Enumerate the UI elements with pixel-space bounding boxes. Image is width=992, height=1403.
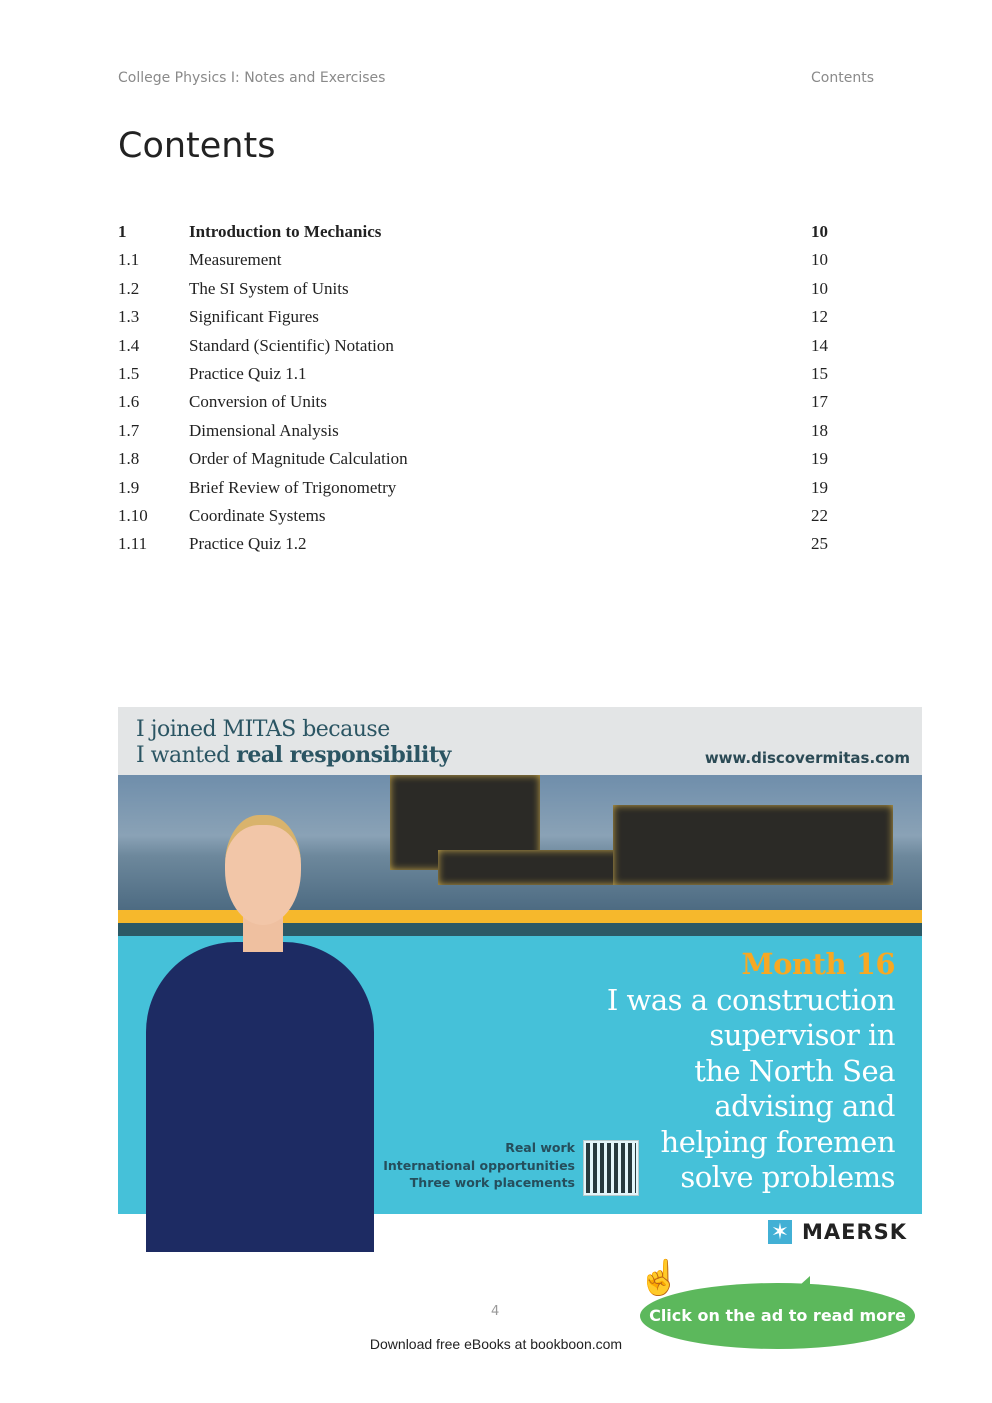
toc-entry[interactable]: 1.11 Practice Quiz 1.2 25: [118, 534, 828, 562]
woman-figure-head: [225, 815, 301, 925]
toc-title: Conversion of Units: [189, 392, 327, 412]
ad-tagline-2-bold: real responsibility: [236, 742, 451, 768]
maersk-wordmark: MAERSK: [802, 1220, 908, 1244]
toc-page: 10: [811, 278, 828, 298]
toc-title: Significant Figures: [189, 307, 319, 327]
toc-number: 1.7: [118, 420, 140, 440]
toc-entry[interactable]: 1.5 Practice Quiz 1.1 15: [118, 364, 828, 392]
toc-entry[interactable]: 1 Introduction to Mechanics 10: [118, 222, 828, 250]
claim-line: I was a construction: [606, 982, 896, 1017]
toc-number: 1.6: [118, 392, 140, 412]
toc-title: Practice Quiz 1.1: [189, 363, 307, 383]
toc-title: Dimensional Analysis: [189, 420, 339, 440]
toc-title: Order of Magnitude Calculation: [189, 449, 408, 469]
mitas-advertisement[interactable]: I joined MITAS because I wanted real res…: [118, 707, 922, 1252]
ad-bullet: Real work: [505, 1140, 575, 1155]
ad-tagline-2-prefix: I wanted: [136, 743, 237, 768]
toc-page: 12: [811, 307, 828, 327]
platform-bridge: [438, 850, 638, 885]
woman-figure-dress: [146, 942, 374, 1252]
toc-number: 1.9: [118, 477, 140, 497]
toc-page: 17: [811, 392, 828, 412]
page-number: 4: [491, 1304, 500, 1319]
toc-title: Coordinate Systems: [189, 505, 326, 525]
toc-number: 1.5: [118, 363, 140, 383]
toc-page: 19: [811, 449, 828, 469]
toc-title: Practice Quiz 1.2: [189, 534, 307, 554]
toc-number: 1.1: [118, 250, 140, 270]
claim-line: supervisor in: [709, 1018, 895, 1052]
ad-bullet: International opportunities: [383, 1157, 575, 1173]
platform-deck: [613, 805, 893, 885]
toc-entry[interactable]: 1.2 The SI System of Units 10: [118, 279, 828, 307]
toc-page: 18: [811, 420, 828, 440]
toc-number: 1.2: [118, 278, 140, 298]
ad-bullets: Real work International opportunities Th…: [383, 1139, 575, 1192]
toc-title: Introduction to Mechanics: [189, 222, 382, 241]
footer-text: Download free eBooks at bookboon.com: [369, 1336, 623, 1352]
ad-url-link[interactable]: www.discovermitas.com: [704, 749, 910, 767]
page-title: Contents: [118, 126, 276, 166]
teal-stripe: [118, 923, 922, 936]
toc-number: 1.4: [118, 335, 140, 355]
toc-page: 10: [811, 250, 828, 270]
ad-bullet: Three work placements: [409, 1175, 575, 1190]
read-more-button[interactable]: Click on the ad to read more: [640, 1283, 915, 1349]
toc-page: 25: [811, 534, 828, 554]
toc-page: 22: [811, 505, 828, 525]
toc-number: 1.10: [118, 505, 148, 525]
toc-number: 1.3: [118, 307, 140, 327]
toc-page: 15: [811, 363, 828, 383]
table-of-contents: 1 Introduction to Mechanics 10 1.1 Measureme…: [118, 222, 828, 563]
toc-number: 1: [118, 222, 127, 241]
toc-number: 1.11: [118, 534, 148, 554]
toc-page: 19: [811, 477, 828, 497]
toc-entry[interactable]: 1.9 Brief Review of Trigonometry 19: [118, 478, 828, 506]
toc-title: Measurement: [189, 250, 282, 270]
toc-title: The SI System of Units: [189, 278, 349, 298]
maersk-logo: ✶ MAERSK: [768, 1220, 907, 1244]
ad-tagline-1: I joined MITAS because: [136, 717, 390, 742]
toc-entry[interactable]: 1.7 Dimensional Analysis 18: [118, 421, 828, 449]
toc-entry[interactable]: 1.8 Order of Magnitude Calculation 19: [118, 449, 828, 477]
toc-entry[interactable]: 1.4 Standard (Scientific) Notation 14: [118, 336, 828, 364]
ad-month: Month 16: [741, 947, 896, 981]
toc-number: 1.8: [118, 449, 140, 469]
qr-code-icon: [583, 1140, 639, 1196]
yellow-stripe: [118, 910, 922, 923]
ad-header-band: I joined MITAS because I wanted real res…: [118, 707, 922, 775]
toc-page: 14: [811, 335, 828, 355]
pointing-hand-icon: ☝: [638, 1260, 681, 1297]
claim-line: advising and: [714, 1089, 895, 1123]
maersk-star-icon: ✶: [768, 1220, 792, 1244]
toc-entry[interactable]: 1.10 Coordinate Systems 22: [118, 506, 828, 534]
toc-title: Brief Review of Trigonometry: [189, 477, 397, 497]
toc-entry[interactable]: 1.6 Conversion of Units 17: [118, 392, 828, 420]
toc-entry[interactable]: 1.1 Measurement 10: [118, 250, 828, 278]
ad-tagline-2: I wanted real responsibility: [136, 742, 451, 768]
toc-title: Standard (Scientific) Notation: [189, 335, 394, 355]
running-header-section: Contents: [811, 70, 874, 86]
claim-line: solve problems: [680, 1160, 895, 1194]
claim-line: helping foremen: [660, 1124, 896, 1159]
toc-page: 10: [811, 222, 828, 241]
running-header-title: College Physics I: Notes and Exercises: [118, 70, 386, 86]
ad-claim: Month 16 I was a construction supervisor…: [606, 947, 896, 1196]
claim-line: the North Sea: [694, 1053, 895, 1088]
toc-entry[interactable]: 1.3 Significant Figures 12: [118, 307, 828, 335]
